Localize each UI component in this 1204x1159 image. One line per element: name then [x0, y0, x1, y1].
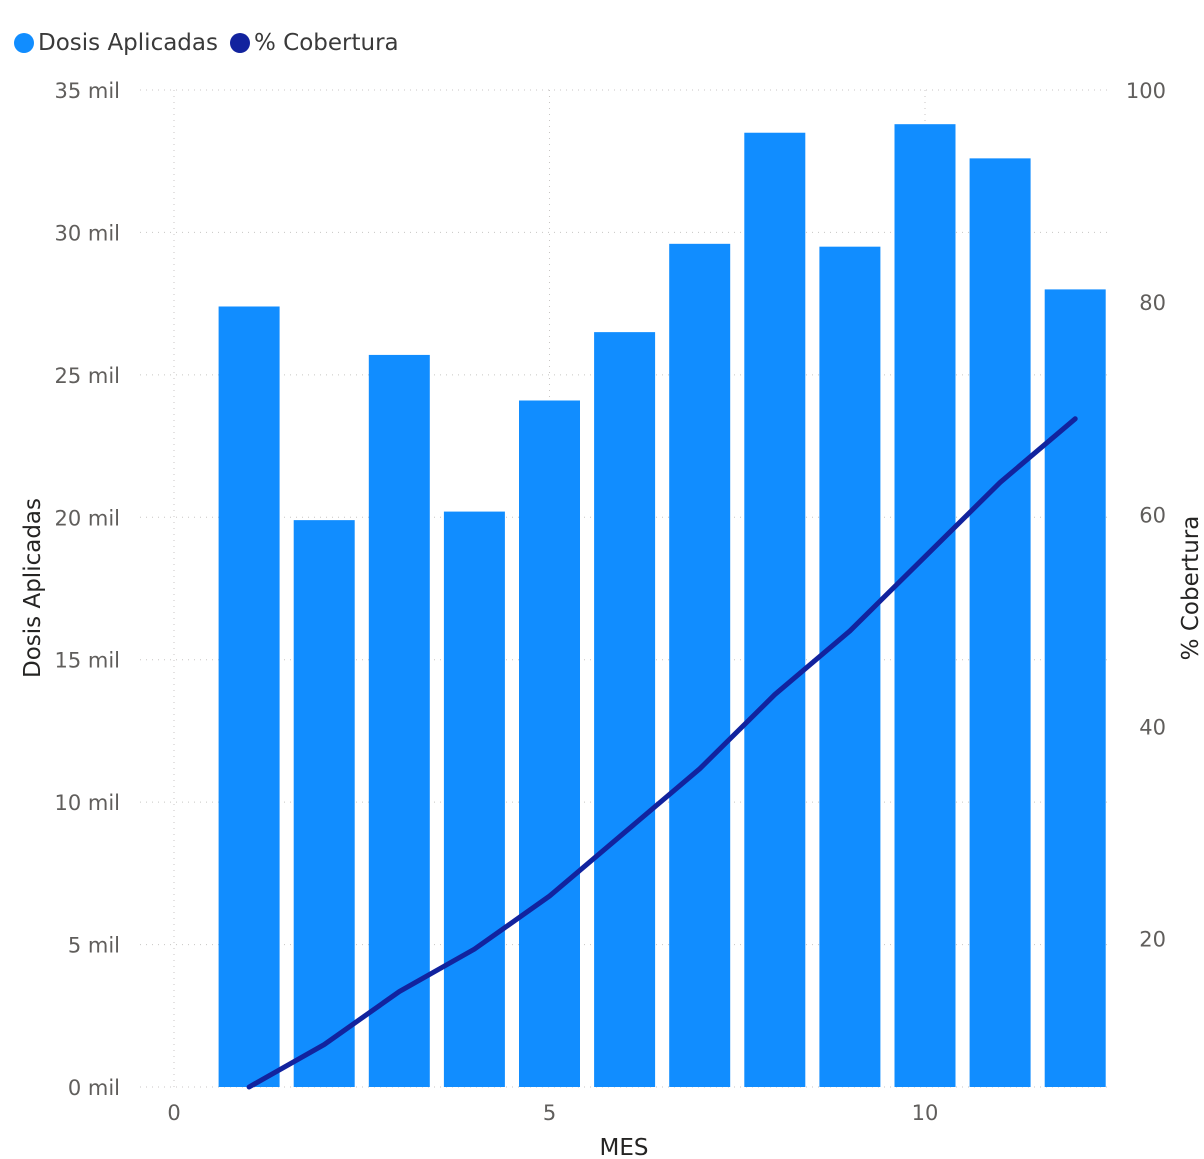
legend: Dosis Aplicadas % Cobertura [14, 26, 411, 60]
y-left-tick-label: 15 mil [54, 649, 120, 673]
y-left-tick-label: 30 mil [54, 221, 120, 245]
bar-dosis-2[interactable] [293, 520, 355, 1087]
legend-label-dosis: Dosis Aplicadas [38, 30, 218, 56]
bar-dosis-1[interactable] [218, 306, 280, 1087]
y-left-tick-label: 10 mil [54, 791, 120, 815]
y-left-tick-label: 25 mil [54, 364, 120, 388]
bar-dosis-8[interactable] [744, 132, 806, 1087]
line-series [246, 416, 1078, 1090]
tick-labels: 0 mil 5 mil 10 mil 15 mil 20 mil 25 mil 30 mil… [54, 79, 1166, 1125]
bar-dosis-10[interactable] [894, 124, 956, 1087]
y-axis-left-title: Dosis Aplicadas [20, 498, 46, 678]
x-tick-label: 0 [167, 1101, 180, 1125]
y-right-tick-label: 40 [1139, 715, 1166, 739]
bar-dosis-6[interactable] [594, 332, 656, 1088]
legend-dot-cobertura-icon [229, 33, 250, 53]
legend-item-dosis[interactable]: Dosis Aplicadas [14, 30, 218, 56]
bar-dosis-5[interactable] [519, 400, 580, 1088]
x-tick-label: 5 [543, 1101, 556, 1125]
legend-item-cobertura[interactable]: % Cobertura [229, 30, 399, 56]
y-right-tick-label: 80 [1139, 291, 1166, 315]
line-cobertura[interactable] [246, 416, 1078, 1090]
bar-dosis-7[interactable] [669, 243, 731, 1087]
y-left-tick-label: 5 mil [68, 934, 120, 958]
bar-dosis-4[interactable] [443, 511, 505, 1087]
y-right-tick-label: 100 [1126, 79, 1166, 103]
y-right-tick-label: 20 [1139, 928, 1166, 952]
bar-dosis-12[interactable] [1044, 289, 1106, 1087]
bar-dosis-3[interactable] [368, 354, 430, 1088]
y-left-tick-label: 35 mil [54, 79, 120, 103]
x-axis-title: MES [600, 1135, 649, 1159]
y-right-tick-label: 60 [1139, 503, 1166, 527]
x-tick-label: 10 [912, 1101, 939, 1125]
legend-dot-dosis-icon [14, 33, 34, 53]
bar-series [218, 124, 1106, 1088]
y-left-tick-label: 0 mil [68, 1076, 120, 1100]
y-left-tick-label: 20 mil [54, 506, 120, 530]
bar-dosis-11[interactable] [969, 158, 1031, 1087]
bar-dosis-9[interactable] [819, 246, 881, 1087]
y-axis-right-title: % Cobertura [1178, 516, 1204, 661]
legend-label-cobertura: % Cobertura [253, 30, 399, 56]
